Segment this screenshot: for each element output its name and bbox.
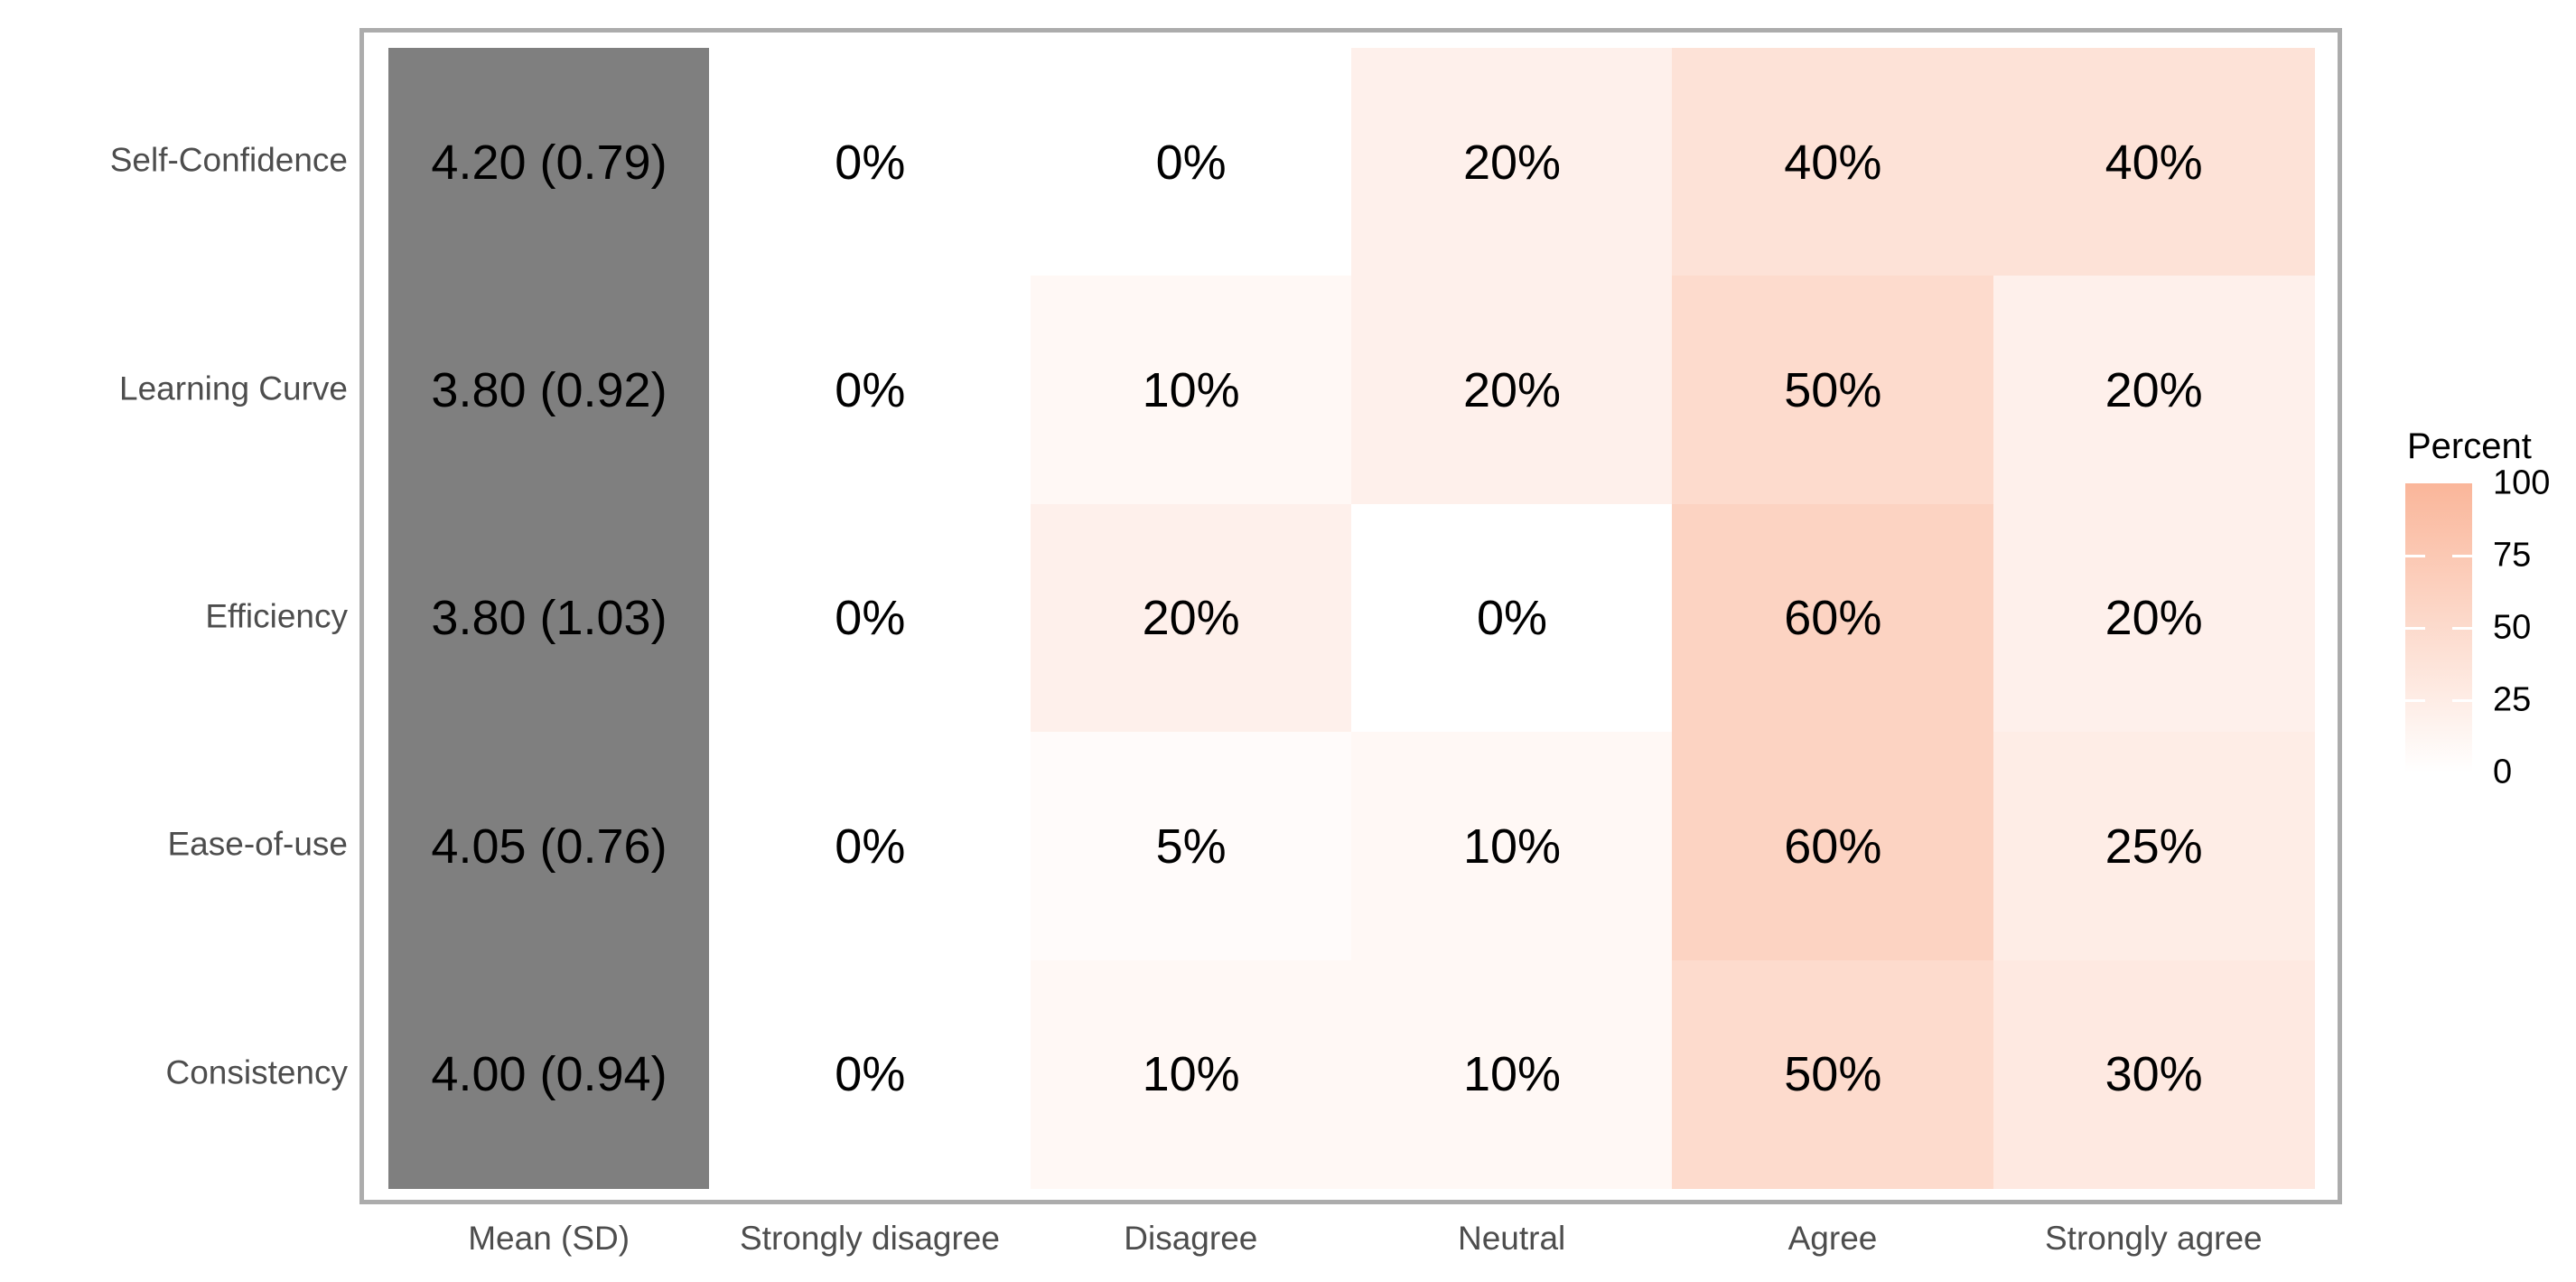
mean-sd-cell: 4.20 (0.79): [388, 48, 710, 276]
x-axis-label: Disagree: [1124, 1220, 1258, 1257]
legend-tick-mark: [2452, 698, 2472, 702]
cell-value: 4.20 (0.79): [431, 135, 667, 190]
cell-value: 10%: [1142, 362, 1240, 417]
legend-tick-mark: [2452, 554, 2472, 557]
legend-tick-mark: [2452, 626, 2472, 630]
cell-value: 0%: [835, 819, 906, 874]
cell-value: 3.80 (0.92): [431, 362, 667, 417]
cell-value: 0%: [835, 135, 906, 190]
cell-value: 40%: [2105, 135, 2203, 190]
cell-value: 50%: [1784, 1047, 1882, 1102]
cell-value: 10%: [1462, 819, 1562, 874]
heatmap-cell: 50%: [1672, 959, 1994, 1189]
y-axis-label: Ease-of-use: [167, 825, 349, 863]
legend-tick-mark: [2405, 698, 2425, 702]
legend-tick-mark: [2405, 626, 2425, 630]
cell-value: 3.80 (1.03): [431, 591, 667, 646]
cell-value: 0%: [835, 1047, 906, 1102]
heatmap-cell: 5%: [1030, 732, 1352, 961]
cell-value: 20%: [1462, 362, 1562, 417]
cell-value: 30%: [2105, 1047, 2203, 1102]
heatmap-cell: 30%: [1993, 959, 2315, 1189]
heatmap-cell: 10%: [1030, 959, 1352, 1189]
cell-value: 50%: [1784, 362, 1882, 417]
legend-tick-label: 0: [2493, 753, 2513, 791]
cell-value: 20%: [2105, 362, 2203, 417]
heatmap-cell: 25%: [1993, 732, 2315, 961]
heatmap-cell: 20%: [1350, 276, 1673, 505]
mean-sd-cell: 4.00 (0.94): [388, 959, 710, 1189]
cell-value: 4.05 (0.76): [431, 819, 667, 874]
cell-value: 60%: [1784, 819, 1882, 874]
mean-sd-cell: 3.80 (0.92): [388, 276, 710, 505]
heatmap-cell: 60%: [1672, 503, 1994, 733]
heatmap-cell: 0%: [709, 959, 1031, 1189]
heatmap-cell: 10%: [1350, 732, 1673, 961]
heatmap-cell: 0%: [709, 732, 1031, 961]
x-axis-label: Strongly agree: [2044, 1220, 2263, 1257]
cell-value: 0%: [835, 591, 906, 646]
legend-gradient-bar: [2405, 483, 2472, 772]
heatmap-cell: 60%: [1672, 732, 1994, 961]
cell-value: 10%: [1462, 1047, 1562, 1102]
cell-value: 25%: [2105, 819, 2203, 874]
heatmap-cell: 50%: [1672, 276, 1994, 505]
y-axis-label: Consistency: [165, 1053, 348, 1091]
x-axis-label: Mean (SD): [468, 1220, 630, 1257]
cell-value: 4.00 (0.94): [431, 1047, 667, 1102]
cell-value: 0%: [835, 362, 906, 417]
cell-value: 5%: [1155, 819, 1227, 874]
legend-tick-label: 25: [2493, 680, 2532, 719]
cell-value: 0%: [1155, 135, 1227, 190]
heatmap-cell: 0%: [709, 276, 1031, 505]
legend-title: Percent: [2407, 426, 2532, 466]
heatmap-cell: 0%: [709, 503, 1031, 733]
heatmap-cell: 20%: [1030, 503, 1352, 733]
legend-tick-label: 50: [2493, 608, 2532, 647]
mean-sd-cell: 4.05 (0.76): [388, 732, 710, 961]
x-axis-label: Strongly disagree: [740, 1220, 1000, 1257]
legend-tick-label: 100: [2493, 463, 2551, 502]
x-axis-label: Agree: [1787, 1220, 1878, 1257]
heatmap-cell: 20%: [1993, 503, 2315, 733]
mean-sd-cell: 3.80 (1.03): [388, 503, 710, 733]
cell-value: 20%: [1462, 135, 1562, 190]
heatmap-cell: 0%: [709, 48, 1031, 276]
heatmap-cell: 40%: [1672, 48, 1994, 276]
y-axis-label: Learning Curve: [119, 369, 348, 407]
heatmap-cell: 10%: [1350, 959, 1673, 1189]
cell-value: 10%: [1142, 1047, 1240, 1102]
heatmap-cell: 20%: [1993, 276, 2315, 505]
cell-value: 60%: [1784, 591, 1882, 646]
y-axis-label: Efficiency: [205, 597, 348, 635]
x-axis-label: Neutral: [1458, 1220, 1566, 1257]
cell-value: 40%: [1784, 135, 1882, 190]
heatmap-cell: 20%: [1350, 48, 1673, 276]
heatmap-cell: 10%: [1030, 276, 1352, 505]
heatmap-cell: 0%: [1030, 48, 1352, 276]
heatmap-cell: 0%: [1350, 503, 1673, 733]
legend-tick-label: 75: [2493, 536, 2532, 575]
cell-value: 0%: [1476, 591, 1547, 646]
cell-value: 20%: [1142, 591, 1240, 646]
legend-tick-mark: [2405, 554, 2425, 557]
y-axis-label: Self-Confidence: [109, 141, 348, 179]
heatmap-cell: 40%: [1993, 48, 2315, 276]
cell-value: 20%: [2105, 591, 2203, 646]
